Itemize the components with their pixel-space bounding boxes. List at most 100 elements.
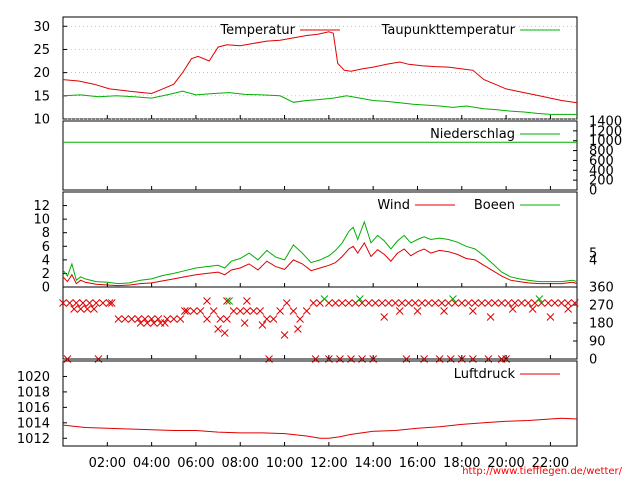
legend-label: Wind bbox=[377, 198, 410, 213]
x-tick-label: 18:00 bbox=[443, 456, 480, 471]
direction-point bbox=[72, 299, 81, 307]
direction-point bbox=[380, 313, 389, 321]
direction-point bbox=[358, 299, 366, 307]
footer-url[interactable]: http://www.tiefflegen.de/wetter/ bbox=[462, 466, 622, 477]
direction-point bbox=[544, 299, 553, 307]
direction-point bbox=[183, 307, 191, 315]
y-tick-label: 12 bbox=[33, 199, 50, 214]
panel-frame bbox=[62, 120, 578, 191]
y-tick-label: 30 bbox=[33, 20, 50, 35]
direction-point bbox=[176, 315, 185, 323]
y-tick-label: 10 bbox=[33, 113, 50, 128]
direction-point bbox=[136, 319, 145, 327]
y-tick-label: 600 bbox=[589, 154, 614, 169]
x-tick-label: 22:00 bbox=[532, 456, 569, 471]
direction-point bbox=[309, 299, 318, 307]
y-tick-label: 15 bbox=[33, 89, 50, 104]
direction-point bbox=[404, 299, 413, 307]
direction-point bbox=[169, 315, 178, 323]
direction-point bbox=[504, 299, 513, 307]
direction-point bbox=[395, 307, 404, 315]
direction-point bbox=[256, 307, 265, 315]
direction-point bbox=[524, 299, 533, 307]
legend-label: Luftdruck bbox=[454, 367, 516, 382]
direction-point bbox=[331, 299, 340, 307]
direction-point bbox=[99, 299, 107, 307]
direction-point bbox=[220, 329, 229, 337]
direction-point bbox=[76, 305, 85, 313]
x-tick-label: 16:00 bbox=[399, 456, 436, 471]
direction-point bbox=[508, 305, 517, 313]
legend-label: Temperatur bbox=[219, 23, 295, 38]
x-tick-label: 04:00 bbox=[133, 456, 170, 471]
direction-point bbox=[276, 307, 284, 315]
y-tick-label: 1000 bbox=[589, 134, 622, 149]
direction-point bbox=[229, 307, 238, 315]
direction-point bbox=[163, 315, 171, 323]
direction-point bbox=[134, 315, 143, 323]
y-tick-label: 1400 bbox=[589, 115, 622, 130]
direction-point bbox=[105, 299, 114, 307]
direction-point bbox=[223, 315, 231, 323]
x-tick-label: 12:00 bbox=[310, 456, 347, 471]
legend-label: Boeen bbox=[474, 198, 515, 213]
direction-point bbox=[535, 295, 544, 303]
y-tick-label: 0 bbox=[589, 353, 597, 368]
direction-point bbox=[451, 299, 460, 307]
direction-point bbox=[127, 315, 136, 323]
direction-point bbox=[79, 299, 87, 307]
direction-point bbox=[437, 299, 446, 307]
direction-point bbox=[269, 315, 278, 323]
direction-point bbox=[203, 315, 211, 323]
x-tick-label: 06:00 bbox=[177, 456, 214, 471]
direction-point bbox=[424, 299, 433, 307]
direction-point bbox=[557, 299, 566, 307]
series-line-boeen bbox=[62, 220, 578, 285]
direction-point bbox=[469, 307, 477, 315]
direction-point bbox=[70, 305, 78, 313]
direction-point bbox=[364, 299, 373, 307]
direction-point bbox=[189, 307, 198, 315]
direction-point bbox=[457, 299, 466, 307]
direction-point bbox=[83, 305, 92, 313]
y-tick-label: 10 bbox=[33, 213, 50, 228]
direction-point bbox=[114, 315, 123, 323]
direction-point bbox=[107, 299, 116, 307]
direction-point bbox=[477, 299, 486, 307]
y-tick-label: 90 bbox=[589, 335, 606, 350]
direction-point bbox=[570, 299, 579, 307]
y-tick-label: 25 bbox=[33, 43, 50, 58]
direction-point bbox=[85, 299, 94, 307]
y-tick-label: 6 bbox=[42, 240, 50, 255]
direction-point bbox=[65, 299, 74, 307]
direction-point bbox=[378, 299, 386, 307]
direction-point bbox=[225, 297, 234, 305]
x-tick-label: 08:00 bbox=[222, 456, 259, 471]
y-tick-label: 360 bbox=[589, 281, 614, 296]
direction-point bbox=[528, 305, 537, 313]
y-tick-label: 4 bbox=[42, 253, 50, 268]
direction-point bbox=[497, 299, 506, 307]
direction-point bbox=[356, 295, 364, 303]
direction-point bbox=[564, 299, 572, 307]
direction-point bbox=[243, 307, 251, 315]
direction-point bbox=[431, 299, 440, 307]
direction-point bbox=[196, 307, 205, 315]
direction-point bbox=[209, 307, 218, 315]
direction-point bbox=[293, 325, 302, 333]
direction-point bbox=[471, 299, 479, 307]
y-tick-label: 0 bbox=[589, 184, 597, 199]
series-line-wind bbox=[62, 241, 578, 287]
direction-point bbox=[243, 297, 251, 305]
direction-point bbox=[550, 299, 559, 307]
y-tick-label: 0 bbox=[42, 281, 50, 296]
direction-point bbox=[240, 319, 249, 327]
y-tick-label: 180 bbox=[589, 317, 614, 332]
y-tick-label: 200 bbox=[589, 174, 614, 189]
right-tick-label: 4 bbox=[589, 253, 597, 268]
direction-point bbox=[511, 299, 519, 307]
panel-frame bbox=[62, 360, 578, 447]
